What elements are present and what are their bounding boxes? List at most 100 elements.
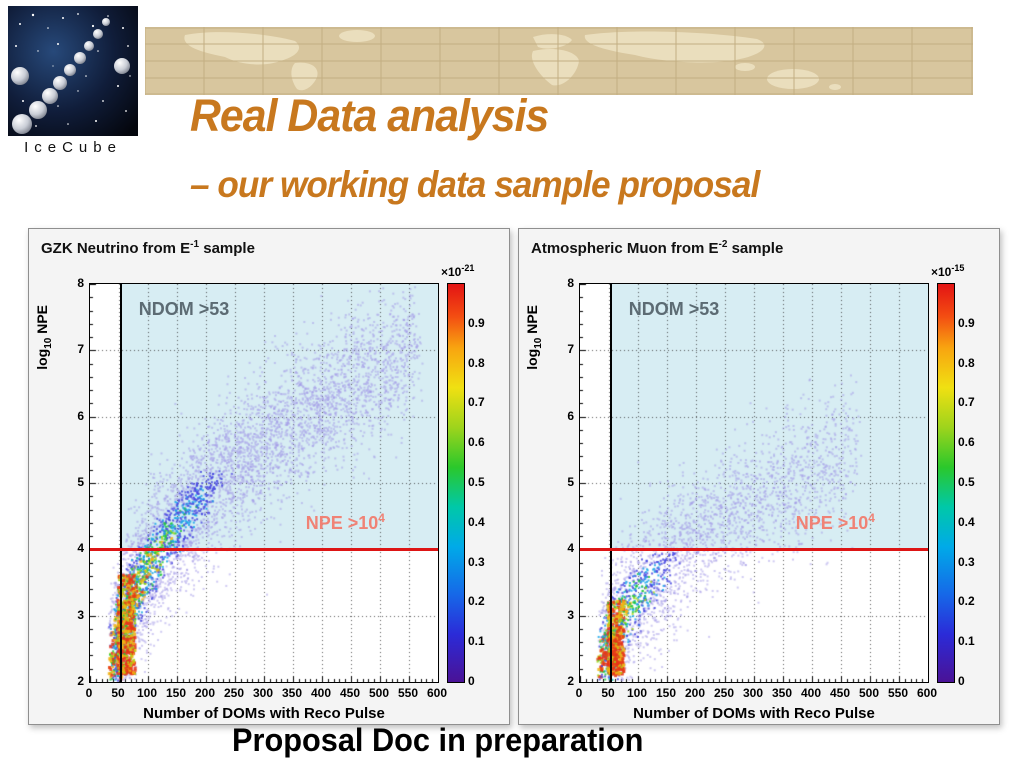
x-tick-label: 200	[684, 686, 706, 700]
x-tick-label: 600	[426, 686, 448, 700]
x-tick-label: 200	[194, 686, 216, 700]
plot-title-suffix: sample	[727, 240, 784, 257]
x-axis-label: Number of DOMs with Reco Pulse	[633, 705, 875, 722]
colorbar-exponent: ×10-21	[441, 263, 475, 279]
y-tick-label: 2	[77, 674, 84, 688]
x-tick-label: 300	[742, 686, 764, 700]
x-tick-label: 0	[85, 686, 93, 700]
colorbar-tick-label: 0.1	[468, 634, 485, 649]
plot-title-text: Atmospheric Muon from E	[531, 240, 719, 257]
x-tick-label: 600	[916, 686, 938, 700]
x-tick-label: 350	[281, 686, 303, 700]
colorbar-tick-label: 0.5	[958, 475, 975, 489]
plot-panel-gzk-neutrino: GZK Neutrino from E-1 sample log10 NPE N…	[28, 228, 510, 725]
colorbar-tick-label: 0.8	[468, 355, 485, 370]
plot-area: log10 NPE NDOM >53 NPE >104 ×10-15 Numbe…	[519, 229, 999, 724]
x-tick-label: 400	[310, 686, 332, 700]
x-tick-label: 100	[136, 686, 158, 700]
colorbar-tick-label: 0.4	[468, 514, 485, 529]
x-tick-label: 550	[887, 686, 909, 700]
scatter-canvas	[580, 284, 928, 682]
x-tick-label: 0	[575, 686, 583, 700]
colorbar-tick-label: 0	[468, 674, 475, 688]
x-tick-label: 550	[397, 686, 419, 700]
colorbar-tick-label: 0.3	[468, 554, 485, 569]
y-tick-label: 2	[567, 674, 574, 688]
y-tick-label: 5	[77, 475, 84, 489]
colorbar-tick-label: 0.6	[468, 435, 485, 450]
colorbar-tick-label: 0.9	[958, 315, 975, 330]
y-tick-label: 6	[77, 408, 84, 423]
y-tick-label: 6	[567, 408, 574, 423]
icecube-logo-caption: IceCube	[24, 139, 122, 156]
plot-title-exponent: -2	[718, 239, 728, 250]
colorbar-tick-label: 0.7	[468, 395, 485, 410]
plot-area: log10 NPE NDOM >53 NPE >104 ×10-21 Numbe…	[29, 229, 509, 724]
y-tick-label: 3	[567, 607, 574, 622]
y-tick-label: 3	[77, 607, 84, 622]
plot-title-suffix: sample	[199, 240, 255, 257]
x-tick-label: 50	[111, 686, 125, 700]
colorbar-tick-label: 0.2	[468, 594, 485, 609]
x-tick-label: 450	[829, 686, 851, 700]
colorbar-tick-label: 0.5	[468, 475, 485, 489]
slide-subtitle: – our working data sample proposal	[190, 164, 760, 205]
x-tick-label: 450	[339, 686, 361, 700]
x-axis-label: Number of DOMs with Reco Pulse	[143, 705, 385, 722]
icecube-logo-image	[8, 6, 138, 136]
world-map-banner	[144, 27, 973, 95]
y-tick-label: 7	[77, 342, 84, 357]
y-tick-label: 5	[567, 475, 574, 489]
plot-panel-atmospheric-muon: Atmospheric Muon from E-2 sample log10 N…	[518, 228, 1000, 725]
x-tick-label: 100	[626, 686, 648, 700]
plot-title-exponent: -1	[190, 239, 200, 250]
world-map-image	[144, 27, 973, 95]
y-tick-label: 8	[567, 276, 574, 290]
ndom-cut-label: NDOM >53	[628, 299, 720, 319]
x-tick-label: 150	[165, 686, 187, 700]
colorbar	[447, 283, 465, 683]
ndom-cut-line	[119, 284, 122, 682]
ndom-cut-line	[609, 284, 612, 682]
npe-cut-line	[90, 547, 438, 551]
plot-title: GZK Neutrino from E-1 sample	[41, 239, 255, 257]
colorbar-tick-label: 0.8	[958, 355, 975, 370]
x-tick-label: 50	[601, 686, 615, 700]
y-tick-label: 8	[77, 276, 84, 290]
x-tick-label: 300	[252, 686, 274, 700]
x-tick-label: 150	[655, 686, 677, 700]
y-tick-label: 4	[567, 541, 574, 556]
footer-note: Proposal Doc in preparation	[232, 722, 644, 758]
npe-cut-label: NPE >104	[305, 511, 385, 534]
colorbar	[937, 283, 955, 683]
slide-title: Real Data analysis	[190, 90, 549, 141]
colorbar-tick-label: 0.4	[958, 514, 975, 529]
plot-frame: NDOM >53 NPE >104	[579, 283, 929, 683]
colorbar-tick-label: 0.7	[958, 395, 975, 410]
x-tick-label: 400	[800, 686, 822, 700]
npe-cut-label: NPE >104	[795, 511, 875, 534]
icecube-logo: IceCube	[8, 6, 138, 156]
colorbar-tick-label: 0.3	[958, 554, 975, 569]
x-tick-label: 250	[713, 686, 735, 700]
colorbar-exponent: ×10-15	[931, 263, 965, 279]
x-tick-label: 250	[223, 686, 245, 700]
plot-title-text: GZK Neutrino from E	[41, 240, 191, 257]
ndom-cut-label: NDOM >53	[138, 299, 230, 319]
x-tick-label: 500	[858, 686, 880, 700]
colorbar-tick-label: 0.1	[958, 634, 975, 649]
npe-cut-line	[580, 547, 928, 551]
y-axis-label: log10 NPE	[34, 304, 54, 370]
colorbar-tick-label: 0.2	[958, 594, 975, 609]
x-tick-label: 500	[368, 686, 390, 700]
plot-title: Atmospheric Muon from E-2 sample	[531, 239, 783, 257]
scatter-canvas	[90, 284, 438, 682]
y-tick-label: 4	[77, 541, 84, 556]
y-tick-label: 7	[567, 342, 574, 357]
plot-frame: NDOM >53 NPE >104	[89, 283, 439, 683]
colorbar-tick-label: 0	[958, 674, 965, 688]
colorbar-tick-label: 0.6	[958, 435, 975, 450]
colorbar-tick-label: 0.9	[468, 315, 485, 330]
y-axis-label: log10 NPE	[524, 304, 544, 370]
